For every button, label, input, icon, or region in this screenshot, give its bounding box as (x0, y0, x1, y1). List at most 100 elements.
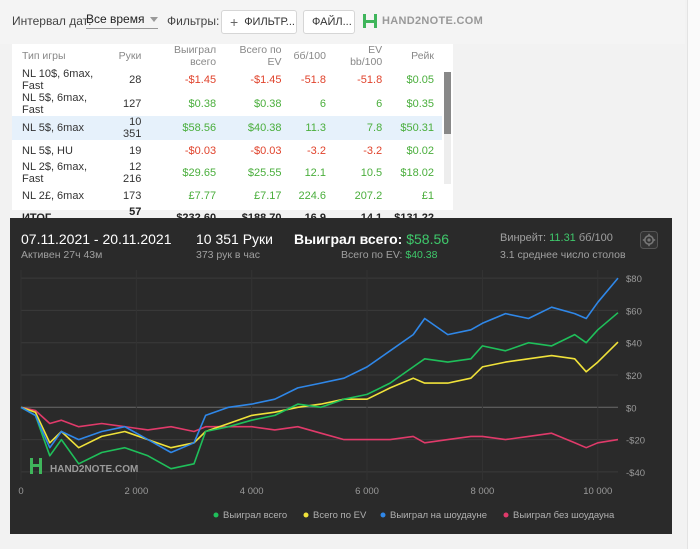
col-game-type[interactable]: Тип игры (22, 50, 66, 62)
table-header-row: Тип игры Руки Выиграл всего Всего по EV … (12, 44, 442, 68)
col-rake[interactable]: Рейк (411, 50, 434, 62)
table-scrollbar-thumb[interactable] (444, 72, 451, 134)
y-tick-label: $0 (626, 403, 637, 414)
cell-won-total: -$1.45 (184, 74, 217, 86)
ev-value: $40.38 (405, 249, 438, 261)
hands-per-hour: 373 рук в час (196, 249, 260, 261)
cell-bb100: 6 (319, 98, 326, 110)
won-value: $58.56 (406, 231, 450, 247)
table-row[interactable]: NL 2£, 6max 173 £7.77 £7.17 224.6 207.2 £1 (12, 185, 442, 206)
stats-table-card: Тип игры Руки Выиграл всего Всего по EV … (12, 44, 453, 230)
interval-value: Все время (86, 12, 145, 26)
winrate-value: 11.31 (549, 232, 576, 244)
cell-won-total: $29.65 (182, 167, 217, 179)
interval-label: Интервал дат: (12, 14, 92, 28)
ev-summary: Всего по EV: $40.38 (341, 249, 437, 261)
cell-game-type: NL 5$, 6max (12, 116, 107, 140)
cell-ev-total: $0.38 (253, 98, 282, 110)
filter-button[interactable]: + ФИЛЬТР... (221, 10, 297, 34)
won-label: Выиграл всего: (294, 231, 403, 247)
cell-hands: 28 (129, 74, 142, 86)
y-tick-label: $60 (626, 306, 642, 317)
table-scrollbar[interactable] (444, 72, 451, 184)
y-tick-label: $20 (626, 371, 642, 382)
cell-ev-bb100: 207.2 (354, 189, 383, 202)
profit-chart: $80 $60 $40 $20 $0 -$20 -$40 0 2 000 4 000 6 000 8 … (18, 270, 645, 521)
watermark-text: HAND2NOTE.COM (50, 464, 138, 475)
legend-label: Всего по EV (313, 510, 367, 521)
cell-game-type: NL 5$, 6max, Fast (22, 92, 88, 116)
legend-label: Выиграл всего (223, 510, 287, 521)
table-row[interactable]: NL 5$, HU 19 -$0.03 -$0.03 -3.2 -3.2 $0.02 (12, 140, 442, 161)
ev-label: Всего по EV: (341, 249, 403, 261)
table-row[interactable]: NL 10$, 6max, Fast 28 -$1.45 -$1.45 -51.8 -51… (12, 68, 442, 92)
cell-game-type: NL 2£, 6max (22, 189, 84, 202)
winrate-summary: Винрейт: 11.31 бб/100 (500, 232, 613, 244)
winrate-unit: бб/100 (578, 232, 613, 244)
col-ev-total[interactable]: Всего по EV (239, 44, 282, 68)
cell-ev-total: -$1.45 (250, 74, 282, 86)
logo-text: HAND2NOTE.COM (382, 15, 484, 27)
cell-ev-bb100: 7.8 (333, 116, 391, 140)
series-line-non-showdown (20, 406, 619, 449)
cell-rake: £1 (421, 189, 434, 202)
date-range: 07.11.2021 - 20.11.2021 (21, 231, 172, 247)
col-hands[interactable]: Руки (118, 50, 142, 62)
file-button-label: ФАЙЛ... (312, 16, 352, 28)
toolbar: Интервал дат: Все время Фильтры: + ФИЛЬТ… (0, 0, 685, 44)
table-row[interactable]: NL 5$, 6max 10 351 $58.56 $40.38 11.3 7.8 $50.… (12, 116, 442, 140)
hands-count: 10 351 Руки (196, 231, 273, 247)
cell-rake: $50.31 (390, 116, 442, 140)
h2n-logo-icon (363, 14, 377, 28)
cell-bb100: -3.2 (307, 144, 326, 157)
y-tick-label: $40 (626, 339, 642, 350)
cell-ev-total: -$0.03 (250, 144, 282, 157)
legend-marker (303, 512, 309, 518)
interval-select[interactable]: Все время (86, 12, 159, 29)
cell-bb100: 224.6 (298, 189, 326, 202)
x-tick-label: 8 000 (471, 486, 495, 497)
series-line-ev (20, 341, 619, 449)
legend-marker (213, 512, 219, 518)
table-row[interactable]: NL 5$, 6max, Fast 127 $0.38 $0.38 6 6 $0.35 (12, 92, 442, 116)
h2n-watermark-icon (30, 458, 42, 474)
col-ev-bb100[interactable]: EV bb/100 (350, 44, 383, 68)
col-won-total[interactable]: Выиграл всего (174, 44, 217, 68)
col-bb100[interactable]: бб/100 (293, 50, 326, 62)
cell-ev-total: $25.55 (247, 167, 282, 179)
cell-game-type: NL 10$, 6max, Fast (22, 68, 94, 92)
x-tick-label: 6 000 (355, 486, 379, 497)
won-total-summary: Выиграл всего: $58.56 (294, 231, 449, 247)
series-line-showdown (20, 277, 619, 454)
active-time: Активен 27ч 43м (21, 249, 103, 261)
x-tick-label: 2 000 (124, 486, 148, 497)
cell-ev-bb100: 6 (376, 98, 383, 110)
cell-hands: 127 (123, 98, 142, 110)
chart-watermark: HAND2NOTE.COM (50, 464, 138, 475)
legend-marker (503, 512, 509, 518)
cell-hands: 19 (129, 144, 142, 157)
cell-won-total: -$0.03 (184, 144, 217, 157)
graph-panel: 07.11.2021 - 20.11.2021 Активен 27ч 43м … (10, 218, 672, 534)
cell-ev-bb100: -51.8 (357, 74, 383, 86)
cell-won-total: $58.56 (149, 116, 225, 140)
cell-ev-total: £7.17 (253, 189, 282, 202)
cell-rake: $0.05 (406, 74, 434, 86)
logo: HAND2NOTE.COM (362, 12, 483, 30)
filter-button-label: ФИЛЬТР... (244, 16, 295, 28)
cell-game-type: NL 2$, 6max, Fast (22, 161, 88, 185)
legend-label: Выиграл без шоудауна (513, 510, 615, 521)
cell-ev-bb100: -3.2 (363, 144, 383, 157)
table-row[interactable]: NL 2$, 6max, Fast 12 216 $29.65 $25.55 12.1 1… (12, 161, 442, 185)
file-button[interactable]: ФАЙЛ... (303, 10, 355, 34)
cell-hands: 10 351 (106, 116, 150, 140)
cell-rake: $0.35 (406, 98, 434, 110)
page-scrollbar[interactable] (687, 0, 700, 549)
cell-ev-total: $40.38 (224, 116, 290, 140)
cell-bb100: 11.3 (289, 116, 334, 140)
x-tick-label: 0 (18, 486, 23, 497)
x-tick-label: 10 000 (583, 486, 612, 497)
legend-marker (380, 512, 386, 518)
series-line-won (20, 312, 619, 470)
gear-icon[interactable] (640, 231, 658, 249)
